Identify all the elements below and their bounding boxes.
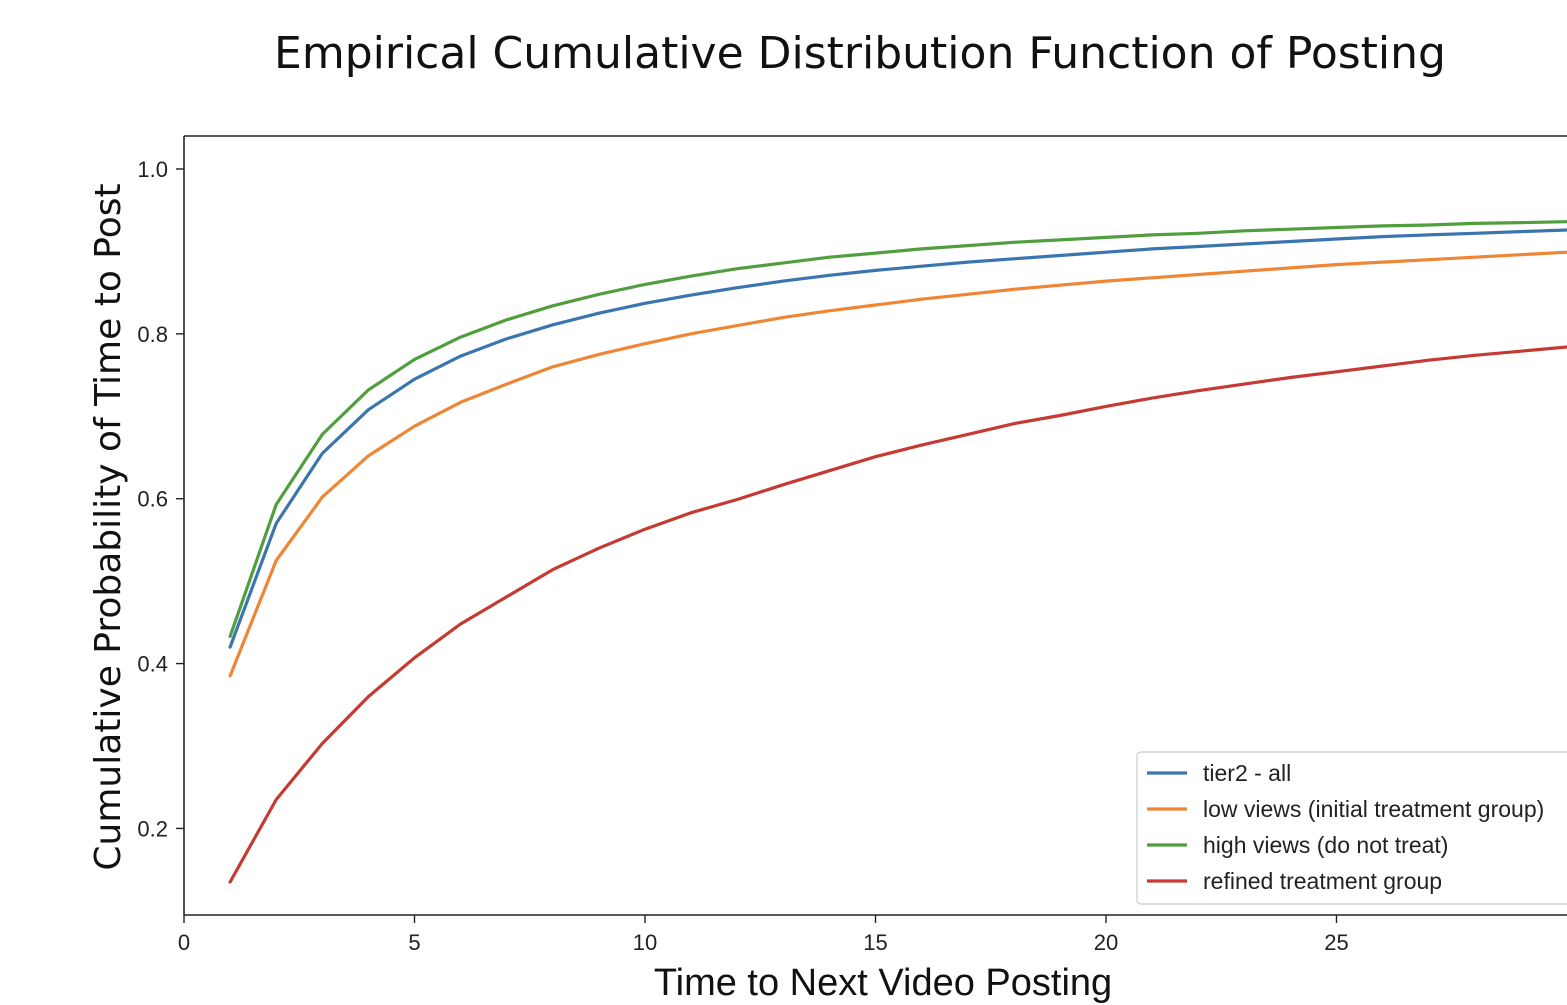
x-axis-label: Time to Next Video Posting [654,962,1112,1004]
x-tick-label: 5 [408,930,420,955]
y-tick-label: 1.0 [137,157,168,182]
y-tick-label: 0.8 [137,322,168,347]
legend-label: low views (initial treatment group) [1203,796,1544,822]
y-tick-label: 0.2 [137,816,168,841]
series-line-1 [228,228,1567,649]
legend: tier2 - all low views (initial treatment … [1136,751,1567,905]
x-tick-label: 10 [633,930,657,955]
x-tick-label: 25 [1324,930,1348,955]
legend-label: refined treatment group [1203,868,1442,894]
x-tick-label: 15 [863,930,887,955]
legend-box [1136,751,1567,905]
x-tick-label: 20 [1094,930,1118,955]
y-tick-label: 0.4 [137,652,168,677]
chart-title: Empirical Cumulative Distribution Functi… [274,28,1446,79]
series-line-3 [228,220,1567,639]
x-tick-label: 0 [178,930,190,955]
plot-area: 0 5 10 15 20 25 0.2 0.4 0.6 0.8 1.0 [137,135,1567,955]
series-line-2 [228,250,1567,678]
series-line-4 [228,345,1567,884]
legend-label: high views (do not treat) [1203,832,1448,858]
y-tick-label: 0.6 [137,487,168,512]
y-axis-label: Cumulative Probability of Time to Post [88,183,129,870]
legend-label: tier2 - all [1203,760,1291,786]
